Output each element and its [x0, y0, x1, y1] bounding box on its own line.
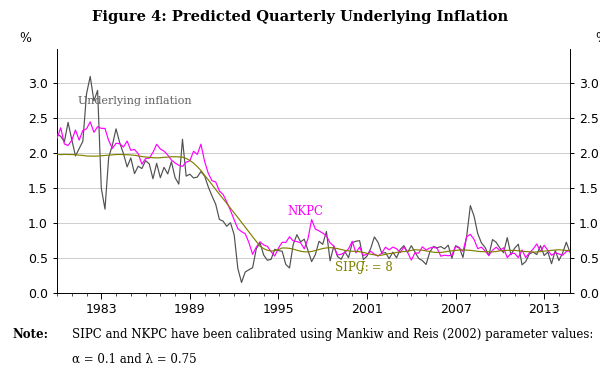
Text: NKPC: NKPC — [287, 204, 323, 218]
Text: Figure 4: Predicted Quarterly Underlying Inflation: Figure 4: Predicted Quarterly Underlying… — [92, 10, 508, 24]
Text: SIPC and NKPC have been calibrated using Mankiw and Reis (2002) parameter values: SIPC and NKPC have been calibrated using… — [72, 328, 593, 341]
Text: Note:: Note: — [12, 328, 48, 341]
Text: Underlying inflation: Underlying inflation — [77, 96, 191, 106]
Text: SIPC:: SIPC: — [335, 261, 372, 274]
Text: = 8: = 8 — [368, 261, 392, 274]
Text: α = 0.1 and λ = 0.75: α = 0.1 and λ = 0.75 — [72, 353, 197, 366]
Text: %: % — [596, 32, 600, 45]
Text: J: J — [361, 261, 365, 274]
Text: %: % — [19, 32, 31, 45]
